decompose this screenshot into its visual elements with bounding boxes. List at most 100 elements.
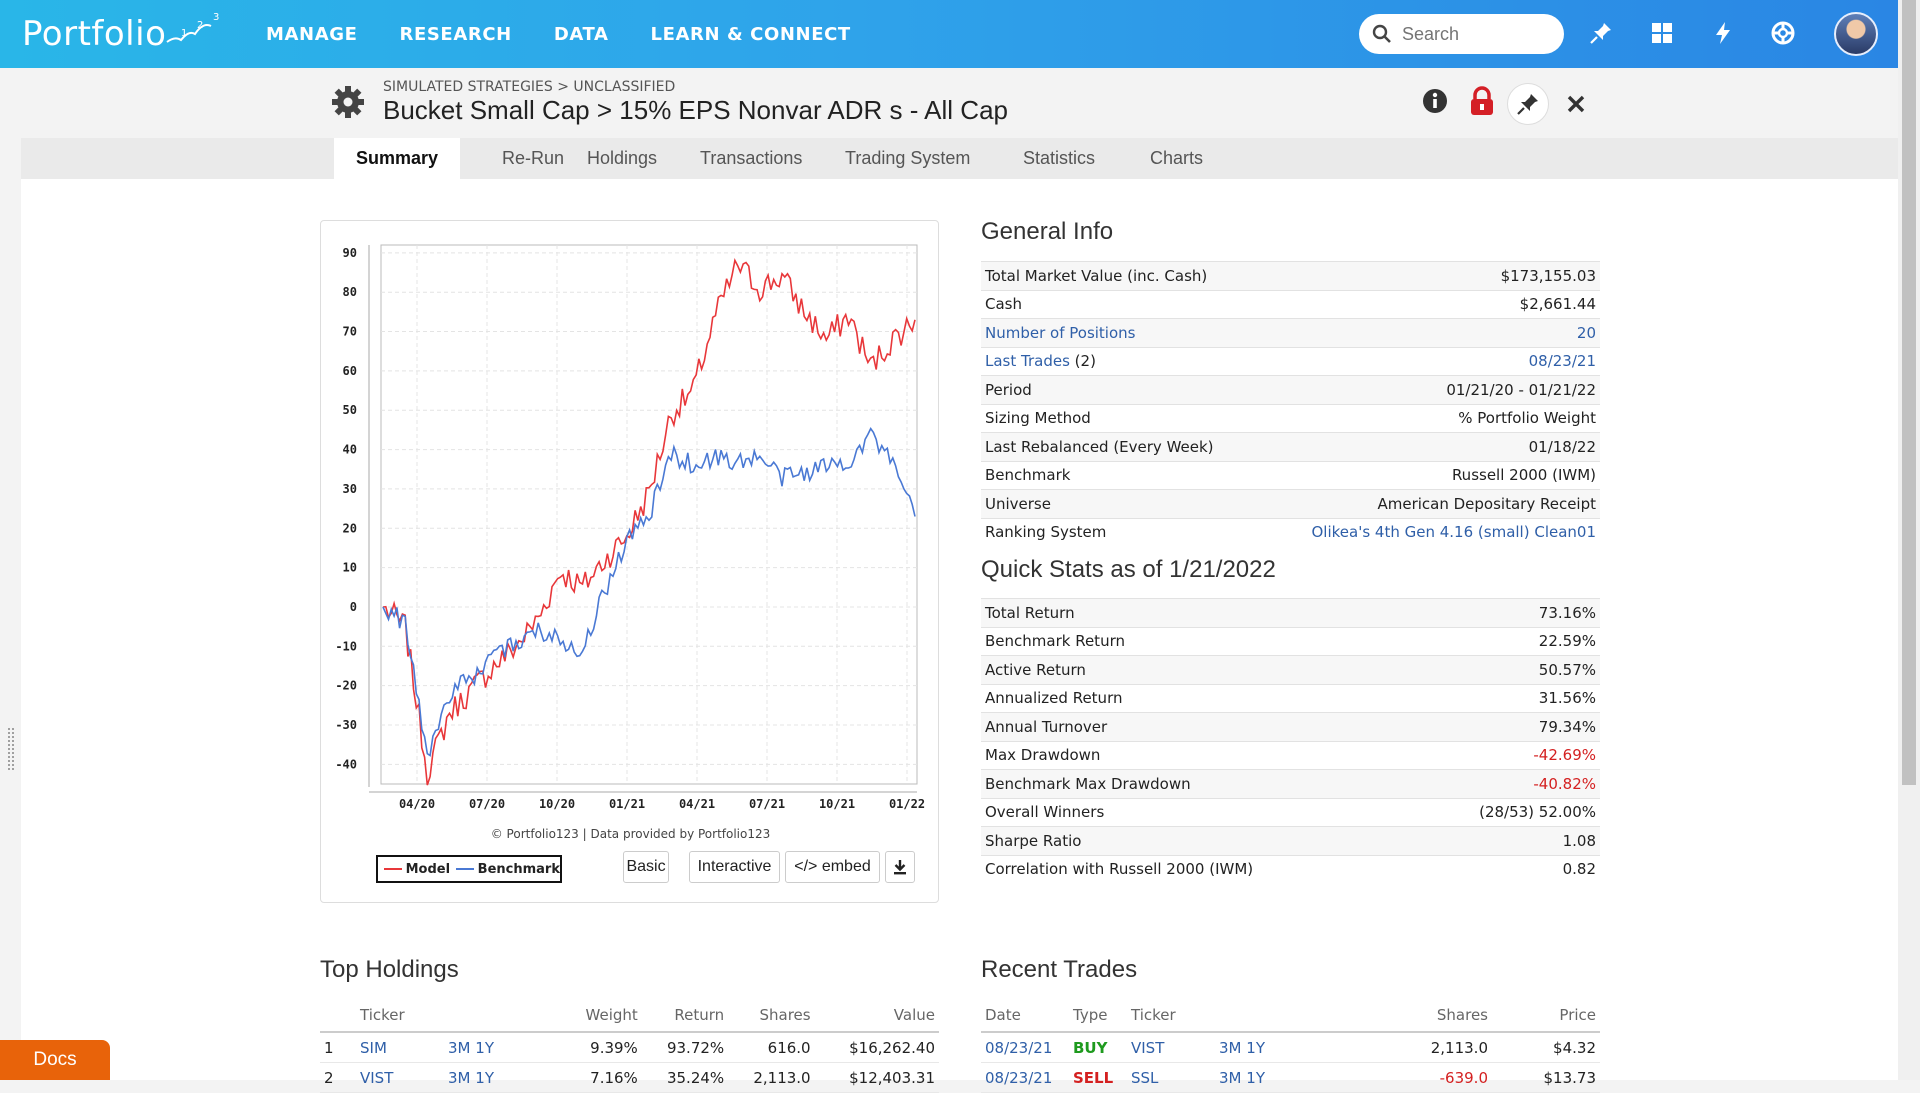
period-3m-link[interactable]: 3M	[1219, 1068, 1242, 1087]
tab-re-run[interactable]: Re-Run	[502, 148, 565, 168]
tab-bar: Summary Re-Run Holdings Transactions Tra…	[21, 138, 1898, 179]
y-tick-label: 10	[343, 561, 357, 575]
quick-stats-title: Quick Stats as of 1/21/2022	[981, 556, 1276, 583]
embed-button[interactable]: </> embed	[785, 851, 880, 883]
ticker-link[interactable]: SSL	[1127, 1062, 1215, 1093]
period-3m-link[interactable]: 3M	[1219, 1038, 1242, 1057]
nav-manage[interactable]: MANAGE	[266, 23, 358, 45]
tab-transactions[interactable]: Transactions	[700, 148, 803, 168]
quick-stats-value: 79.34%	[1407, 712, 1600, 741]
x-tick-label: 04/21	[679, 797, 715, 811]
tab-charts[interactable]: Charts	[1150, 148, 1204, 168]
row-label-text: Last Rebalanced (Every Week)	[985, 437, 1214, 456]
quick-stats-value: (28/53) 52.00%	[1407, 797, 1600, 827]
value-cell: $12,403.31	[814, 1062, 939, 1093]
general-info-value[interactable]: 08/23/21	[1257, 346, 1600, 376]
general-info-label: Benchmark	[981, 460, 1258, 490]
side-panel-grip[interactable]	[7, 727, 15, 771]
row-label-text: Cash	[985, 295, 1022, 314]
y-tick-label: -20	[335, 679, 357, 693]
general-info-label: Sizing Method	[981, 403, 1258, 433]
period-3m-link[interactable]: 3M	[448, 1068, 471, 1087]
column-header[interactable]: Value	[814, 999, 939, 1033]
quick-stats-row: Benchmark Return 22.59%	[981, 626, 1600, 656]
portfolio123-logo[interactable]: Portfolio	[22, 14, 166, 54]
column-header[interactable]: Type	[1069, 999, 1127, 1033]
general-info-value[interactable]: 20	[1257, 318, 1600, 347]
page-scrollbar[interactable]	[1898, 0, 1920, 1080]
dashboard-grid-icon[interactable]	[1649, 20, 1675, 46]
lock-icon[interactable]	[1468, 86, 1496, 116]
info-icon[interactable]	[1422, 88, 1448, 114]
basic-button[interactable]: Basic	[623, 851, 669, 883]
ticker-link[interactable]: VIST	[1127, 1032, 1215, 1063]
quick-stats-value: 31.56%	[1407, 683, 1600, 713]
row-label-text[interactable]: Number of Positions	[985, 323, 1136, 342]
ticker-link[interactable]: VIST	[356, 1062, 444, 1093]
column-header[interactable]: Price	[1492, 999, 1600, 1033]
column-header[interactable]: Return	[641, 999, 729, 1033]
search-input[interactable]	[1400, 22, 1564, 46]
general-info-value: $173,155.03	[1257, 261, 1600, 290]
general-info-label[interactable]: Last Trades (2)	[981, 346, 1258, 376]
tab-holdings[interactable]: Holdings	[587, 148, 658, 168]
period-1y-link[interactable]: 1Y	[1246, 1038, 1265, 1057]
period-3m-link[interactable]: 3M	[448, 1038, 471, 1057]
help-lifebuoy-icon[interactable]	[1770, 20, 1796, 46]
gear-icon[interactable]	[330, 84, 366, 120]
quick-stats-value: 50.57%	[1407, 655, 1600, 684]
download-button[interactable]	[885, 851, 915, 883]
general-info-row: Universe American Depositary Receipt	[981, 489, 1600, 518]
pin-icon[interactable]	[1588, 20, 1614, 46]
period-1y-link[interactable]: 1Y	[475, 1068, 494, 1087]
column-header[interactable]	[1215, 999, 1393, 1033]
user-avatar[interactable]	[1834, 12, 1878, 56]
column-header[interactable]: Shares	[728, 999, 815, 1033]
quick-stats-row: Annual Turnover 79.34%	[981, 712, 1600, 741]
search-box[interactable]	[1359, 14, 1564, 54]
nav-learn-connect[interactable]: LEARN & CONNECT	[650, 23, 851, 45]
top-navbar: Portfolio 1 2 3 MANAGE RESEARCH DATA LEA…	[0, 0, 1898, 68]
column-header[interactable]	[444, 999, 562, 1033]
general-info-label: Ranking System	[981, 517, 1258, 546]
tab-trading-system[interactable]: Trading System	[845, 148, 971, 168]
scrollbar-thumb[interactable]	[1902, 0, 1916, 785]
row-label-text[interactable]: Last Trades	[985, 352, 1070, 371]
series-line-model	[382, 258, 916, 786]
x-tick-label: 10/20	[539, 797, 575, 811]
column-header[interactable]: Ticker	[356, 999, 444, 1033]
y-tick-label: 70	[343, 325, 357, 339]
nav-research[interactable]: RESEARCH	[399, 23, 512, 45]
column-header[interactable]: Shares	[1393, 999, 1492, 1033]
column-header[interactable]: Date	[981, 999, 1069, 1033]
trade-date-link[interactable]: 08/23/21	[981, 1032, 1069, 1063]
tab-statistics[interactable]: Statistics	[1023, 148, 1096, 168]
nav-data[interactable]: DATA	[553, 23, 609, 45]
quick-stats-label: Benchmark Return	[981, 626, 1408, 656]
interactive-button[interactable]: Interactive	[689, 851, 780, 883]
row-label-text: Universe	[985, 494, 1051, 513]
close-icon[interactable]	[1566, 94, 1586, 114]
general-info-value: 01/18/22	[1257, 432, 1600, 461]
period-1y-link[interactable]: 1Y	[1246, 1068, 1265, 1087]
docs-button[interactable]: Docs	[0, 1040, 110, 1080]
trade-date-link[interactable]: 08/23/21	[981, 1062, 1069, 1093]
performance-chart[interactable]: 90 80 70 60 50 40 30 20 10 0 -10 -20 -30 -40 04/20 07/2…	[321, 221, 938, 821]
general-info-label[interactable]: Number of Positions	[981, 318, 1258, 347]
lightning-icon[interactable]	[1710, 20, 1736, 46]
period-1y-link[interactable]: 1Y	[475, 1038, 494, 1057]
general-info-value[interactable]: Olikea's 4th Gen 4.16 (small) Clean01	[1257, 517, 1600, 546]
period-links: 3M 1Y	[444, 1032, 562, 1063]
column-header[interactable]	[320, 999, 356, 1033]
quick-stats-value: -40.82%	[1407, 769, 1600, 798]
return-cell: 93.72%	[641, 1032, 729, 1063]
column-header[interactable]: Ticker	[1127, 999, 1215, 1033]
column-header[interactable]: Weight	[562, 999, 642, 1033]
table-row: 2 VIST 3M 1Y 7.16% 35.24% 2,113.0 $12,403.31	[320, 1062, 939, 1093]
ticker-link[interactable]: SIM	[356, 1032, 444, 1063]
tab-summary[interactable]: Summary	[334, 138, 461, 179]
breadcrumb[interactable]: SIMULATED STRATEGIES > UNCLASSIFIED	[383, 79, 676, 95]
legend-benchmark[interactable]: Benchmark	[477, 861, 560, 877]
table-header-row: Date Type Ticker Shares Price	[981, 999, 1600, 1033]
legend-model[interactable]: Model	[405, 861, 451, 877]
